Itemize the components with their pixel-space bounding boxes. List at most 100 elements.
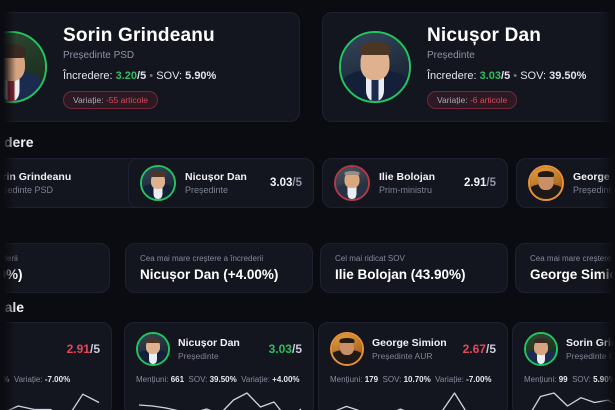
highlight-value: Ilie Bolojan (-7.00%)	[0, 267, 23, 282]
ranking-item-score: 3.03/5	[270, 177, 302, 189]
highlight-value: Ilie Bolojan (43.90%)	[335, 267, 466, 282]
detail-card-nicusor-dan[interactable]: Nicușor Dan Președinte 3.03/5 Mențiuni: …	[124, 322, 314, 410]
variation-label: Variație:	[241, 375, 270, 384]
ranking-item-role: Prim-ministru	[379, 185, 432, 195]
highlight-label: Cea mai mare scădere a încrederii	[0, 254, 18, 263]
sov-label: SOV:	[520, 69, 547, 82]
detail-name: George Simion	[372, 337, 447, 349]
sov-value: 43.90%	[0, 375, 10, 384]
highlight-card-top-sov[interactable]: Cel mai ridicat SOV Ilie Bolojan (43.90%…	[320, 243, 508, 293]
detail-card-header: Ilie Bolojan Prim-ministru 2.91/5	[0, 332, 100, 366]
detail-score: 2.67/5	[463, 342, 496, 356]
sov-label: SOV:	[572, 375, 591, 384]
variation-value: -6 articole	[469, 94, 508, 105]
detail-role: Președinte	[178, 351, 219, 361]
sorin-grindeanu-avatar	[0, 31, 47, 103]
detail-metrics: Mențiuni: 661 SOV: 39.50% Variație: +4.0…	[136, 375, 302, 384]
highlight-card-sov-rise[interactable]: Cea mai mare creștere SOV George Simion …	[515, 243, 615, 293]
variation-label: Variație:	[73, 94, 104, 105]
score-value: 2.91	[464, 177, 487, 189]
detail-name: Sorin Grindeanu	[566, 337, 615, 349]
hero-role: Președinte	[427, 49, 475, 61]
ranking-item-name: Nicușor Dan	[185, 171, 247, 183]
ranking-item-name: Ilie Bolojan	[379, 171, 436, 183]
sparkline-chart	[531, 392, 615, 410]
variation-badge: Variație: -6 articole	[427, 90, 518, 109]
mentions-label: Mențiuni:	[136, 375, 169, 384]
variation-value: -7.00%	[44, 375, 71, 384]
ranking-item-nicusor-dan[interactable]: Nicușor Dan Președinte 3.03/5	[128, 158, 314, 208]
hero-info: Sorin Grindeanu Președinte PSD Încredere…	[63, 25, 216, 109]
trust-denominator: /5	[501, 69, 511, 82]
trust-value: 3.03	[479, 69, 502, 82]
hero-role: Președinte PSD	[63, 49, 135, 61]
highlight-label: Cea mai mare creștere SOV	[530, 254, 615, 263]
variation-value: +4.00%	[272, 375, 300, 384]
score-denominator: /5	[291, 342, 302, 356]
variation-value: -55 articole	[105, 94, 148, 105]
sov-value: 39.50%	[549, 69, 587, 82]
detail-metrics: Mențiuni: 99 SOV: 5.90% Variație: -55	[524, 375, 615, 384]
nicusor-dan-avatar	[339, 31, 411, 103]
nicusor-dan-avatar	[140, 165, 176, 201]
detail-name: Nicușor Dan	[178, 337, 240, 349]
ranking-item-name: George Simion	[573, 171, 615, 183]
detail-score: 2.91/5	[67, 342, 100, 356]
score-denominator: /5	[89, 342, 100, 356]
highlight-value: Nicușor Dan (+4.00%)	[140, 267, 279, 282]
sov-value: 39.50%	[209, 375, 237, 384]
score-value: 3.03	[268, 342, 292, 356]
detail-card-george-simion[interactable]: George Simion Președinte AUR 2.67/5 Menț…	[318, 322, 508, 410]
hero-info: Nicușor Dan Președinte Încredere: 3.03/5…	[427, 25, 586, 109]
ranking-item-george-simion[interactable]: George Simion Președinte AUR 2.67/5	[516, 158, 615, 208]
sov-label: SOV:	[382, 375, 402, 384]
sov-label: SOV:	[156, 69, 183, 82]
stat-separator: •	[513, 69, 518, 82]
detail-card-info: Sorin Grindeanu Președinte PSD	[566, 337, 615, 361]
sov-value: 10.70%	[403, 375, 431, 384]
highlight-value: George Simion (+10.70%)	[530, 267, 615, 282]
mentions-value: 179	[364, 375, 379, 384]
highlight-card-trust-rise[interactable]: Cea mai mare creștere a încrederii Nicuș…	[125, 243, 313, 293]
detail-card-info: Nicușor Dan Președinte	[178, 337, 261, 361]
detail-card-header: George Simion Președinte AUR 2.67/5	[330, 332, 496, 366]
detail-card-ilie-bolojan[interactable]: Ilie Bolojan Prim-ministru 2.91/5 Mențiu…	[0, 322, 112, 410]
mentions-value: 661	[170, 375, 185, 384]
detail-role: Președinte AUR	[372, 351, 433, 361]
variation-label: Variație:	[13, 375, 43, 384]
highlight-card-trust-drop[interactable]: Cea mai mare scădere a încrederii Ilie B…	[0, 243, 110, 293]
ranking-item-role: Președinte AUR	[573, 185, 615, 195]
detail-metrics: Mențiuni: 179 SOV: 10.70% Variație: -7.0…	[330, 375, 496, 384]
mentions-label: Mențiuni:	[330, 375, 363, 384]
variation-label: Variație:	[435, 375, 464, 384]
ranking-item-info: George Simion Președinte AUR	[573, 171, 615, 195]
highlight-label: Cea mai mare creștere a încrederii	[140, 254, 264, 263]
detail-metrics: Mențiuni: 1.021 SOV: 43.90% Variație: -7…	[0, 375, 100, 384]
detail-name: Ilie Bolojan	[0, 337, 59, 349]
score-value: 2.67	[462, 342, 486, 356]
hero-card-sorin-grindeanu[interactable]: Sorin Grindeanu Președinte PSD Încredere…	[0, 12, 300, 122]
hero-stats: Încredere: 3.03/5 • SOV: 39.50%	[427, 70, 586, 82]
score-denominator: /5	[292, 177, 302, 189]
trust-value: 3.20	[115, 69, 138, 82]
hero-stats: Încredere: 3.20/5 • SOV: 5.90%	[63, 70, 216, 82]
sov-value: 5.90%	[593, 375, 615, 384]
sparkline-chart	[7, 393, 100, 410]
hero-card-nicusor-dan[interactable]: Nicușor Dan Președinte Încredere: 3.03/5…	[322, 12, 615, 122]
variation-badge: Variație: -55 articole	[63, 90, 158, 109]
ranking-item-ilie-bolojan[interactable]: Ilie Bolojan Prim-ministru 2.91/5	[322, 158, 508, 208]
hero-name: Nicușor Dan	[427, 25, 542, 47]
ranking-item-info: Sorin Grindeanu Președinte PSD	[0, 171, 129, 195]
score-value: 2.91	[66, 342, 90, 356]
detail-card-sorin-grindeanu[interactable]: Sorin Grindeanu Președinte PSD 3.20/5 Me…	[512, 322, 615, 410]
ranking-item-name: Sorin Grindeanu	[0, 171, 72, 183]
detail-card-info: Ilie Bolojan Prim-ministru	[0, 337, 59, 361]
variation-label: Variație:	[437, 94, 468, 105]
nicusor-dan-avatar	[136, 332, 170, 366]
ranking-item-info: Nicușor Dan Președinte	[185, 171, 261, 195]
mentions-value: 99	[558, 375, 568, 384]
trust-label: Încredere:	[63, 69, 113, 82]
george-simion-avatar	[330, 332, 364, 366]
stat-separator: •	[149, 69, 154, 82]
